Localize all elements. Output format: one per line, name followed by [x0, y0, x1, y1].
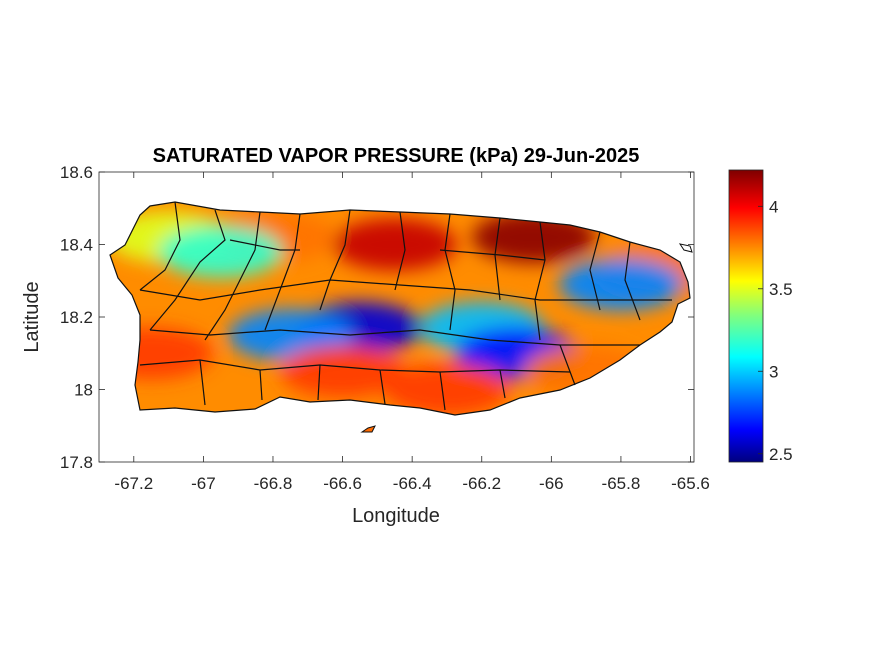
heat-blobs — [110, 211, 690, 415]
y-axis-ticks: 17.8 18 18.2 18.4 18.6 — [60, 163, 694, 472]
colorbar-tick-label: 4 — [769, 197, 778, 216]
x-tick-label: -67.2 — [114, 474, 153, 493]
heat-region — [158, 225, 283, 278]
colorbar-tick-label: 3 — [769, 362, 778, 381]
y-axis-label: Latitude — [21, 281, 43, 352]
y-tick-label: 17.8 — [60, 453, 93, 472]
x-tick-label: -67 — [191, 474, 216, 493]
x-tick-label: -65.6 — [671, 474, 710, 493]
municipality-boundaries — [109, 201, 691, 416]
x-tick-label: -66 — [539, 474, 564, 493]
heat-region — [558, 258, 683, 311]
x-tick-label: -66.2 — [462, 474, 501, 493]
y-tick-label: 18.6 — [60, 163, 93, 182]
x-axis-label: Longitude — [352, 505, 440, 527]
y-tick-label: 18.2 — [60, 308, 93, 327]
heat-region — [280, 345, 405, 398]
colorbar-tick-label: 3.5 — [769, 280, 793, 299]
x-tick-label: -66.6 — [323, 474, 362, 493]
x-tick-label: -66.8 — [254, 474, 293, 493]
y-tick-label: 18.4 — [60, 236, 93, 255]
heat-region — [384, 363, 509, 415]
colorbar — [728, 169, 764, 463]
colorbar-ticks: 2.5 3 3.5 4 — [758, 197, 793, 464]
offshore-cay-east — [678, 243, 693, 253]
y-tick-label: 18 — [74, 381, 93, 400]
offshore-cay — [360, 425, 376, 433]
chart-title: SATURATED VAPOR PRESSURE (kPa) 29-Jun-20… — [153, 145, 640, 167]
colorbar-tick-label: 2.5 — [769, 445, 793, 464]
x-tick-label: -66.4 — [393, 474, 432, 493]
x-axis-ticks: -67.2 -67 -66.8 -66.6 -66.4 -66.2 -66 -65.8 -65.… — [114, 172, 710, 493]
heat-region — [332, 218, 457, 271]
x-tick-label: -65.8 — [602, 474, 641, 493]
island-heatmap — [110, 202, 690, 415]
